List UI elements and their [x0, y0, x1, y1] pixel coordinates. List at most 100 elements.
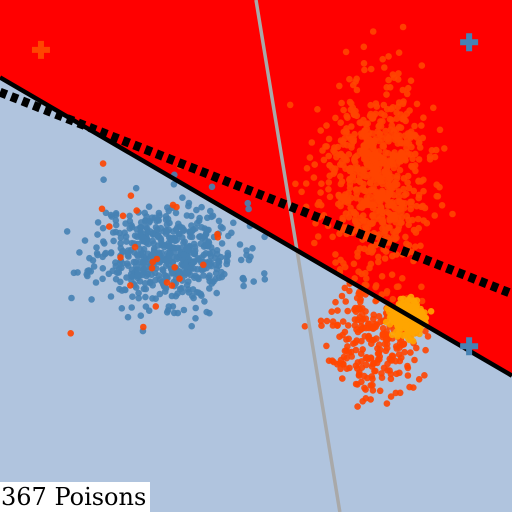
- data-point: [162, 213, 170, 220]
- data-point: [317, 317, 325, 325]
- data-point: [332, 251, 339, 258]
- data-point: [344, 322, 352, 329]
- data-point: [200, 261, 207, 269]
- data-point: [228, 229, 235, 237]
- data-point: [392, 343, 400, 350]
- data-point: [329, 233, 336, 241]
- data-point: [382, 336, 390, 344]
- data-point: [399, 23, 407, 31]
- data-point: [400, 185, 407, 193]
- data-point: [306, 154, 314, 161]
- data-point: [438, 202, 446, 209]
- data-point: [128, 277, 135, 284]
- data-point: [383, 91, 390, 98]
- data-point: [363, 275, 370, 282]
- data-point: [367, 396, 375, 403]
- data-point: [415, 156, 423, 163]
- data-point: [334, 307, 341, 314]
- poison-point: [408, 308, 415, 315]
- data-point: [403, 110, 411, 117]
- data-point: [148, 214, 156, 221]
- poison-point: [388, 331, 396, 339]
- data-point: [369, 247, 377, 254]
- data-point: [367, 355, 375, 362]
- data-point: [385, 178, 392, 185]
- data-point: [358, 358, 365, 365]
- data-point: [346, 75, 353, 83]
- data-point: [188, 322, 195, 330]
- data-point: [387, 183, 394, 191]
- data-point: [337, 173, 344, 180]
- data-point: [387, 375, 395, 383]
- data-point: [172, 209, 180, 217]
- data-point: [198, 292, 205, 300]
- data-point: [148, 271, 155, 279]
- data-point: [193, 206, 200, 214]
- data-point: [364, 224, 372, 231]
- data-point: [99, 265, 107, 272]
- data-point: [107, 211, 115, 219]
- data-point: [149, 258, 156, 266]
- data-point: [109, 229, 117, 236]
- data-point: [245, 256, 253, 264]
- data-point: [338, 158, 346, 166]
- data-point: [431, 212, 439, 219]
- data-point: [88, 296, 95, 303]
- data-point: [375, 313, 383, 320]
- data-point: [101, 240, 108, 247]
- data-point: [168, 292, 176, 300]
- data-point: [170, 309, 178, 317]
- poison-point: [427, 308, 435, 315]
- data-point: [192, 304, 199, 312]
- data-point: [349, 173, 356, 181]
- data-point: [342, 48, 350, 56]
- data-point: [332, 298, 339, 306]
- data-point: [127, 282, 134, 289]
- poison-point: [410, 297, 418, 305]
- data-point: [369, 28, 377, 35]
- data-point: [407, 349, 414, 356]
- data-point: [365, 129, 373, 136]
- data-point: [375, 258, 382, 266]
- data-point: [390, 128, 398, 135]
- data-point: [180, 251, 187, 258]
- data-point: [215, 274, 223, 282]
- data-point: [213, 289, 220, 297]
- data-point: [360, 43, 368, 51]
- data-point: [399, 275, 406, 282]
- data-point: [112, 275, 120, 283]
- data-point: [401, 192, 408, 199]
- data-point: [358, 133, 366, 140]
- data-point: [308, 139, 316, 146]
- data-point: [378, 374, 386, 382]
- data-point: [362, 315, 370, 322]
- data-point: [380, 154, 388, 161]
- data-point: [94, 219, 102, 226]
- data-point: [387, 357, 395, 364]
- data-point: [401, 200, 409, 207]
- data-point: [119, 212, 127, 220]
- data-point: [413, 100, 421, 108]
- data-point: [244, 199, 252, 207]
- data-point: [363, 281, 370, 289]
- data-point: [350, 340, 357, 348]
- data-point: [347, 100, 355, 107]
- data-point: [98, 205, 106, 213]
- data-point: [112, 259, 119, 266]
- data-point: [355, 372, 363, 379]
- data-point: [123, 274, 130, 281]
- data-point: [90, 263, 98, 270]
- data-point: [386, 84, 394, 91]
- data-point: [388, 271, 396, 279]
- data-point: [367, 175, 375, 183]
- data-point: [156, 290, 164, 298]
- data-point: [99, 224, 107, 232]
- data-point: [166, 234, 173, 241]
- data-point: [179, 234, 186, 241]
- data-point: [112, 217, 120, 224]
- data-point: [126, 212, 133, 220]
- data-point: [366, 136, 374, 144]
- data-point: [133, 251, 141, 258]
- poison-count-label: 367 Poisons: [0, 482, 151, 512]
- data-point: [372, 192, 379, 199]
